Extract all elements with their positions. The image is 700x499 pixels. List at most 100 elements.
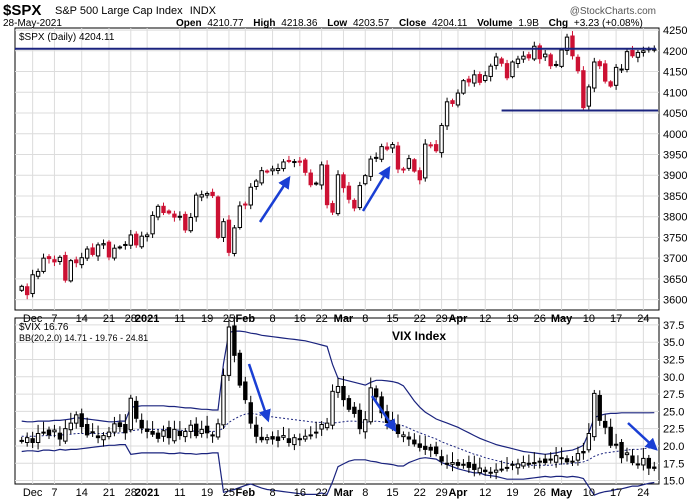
- price-candle: [79, 257, 84, 266]
- vix-candle: [166, 427, 172, 439]
- price-candle: [363, 175, 368, 185]
- price-candle: [123, 243, 128, 246]
- price-candle: [548, 54, 553, 67]
- vix-candle: [330, 390, 335, 426]
- vix-candle: [488, 471, 493, 474]
- price-candle: [553, 63, 559, 66]
- price-candle: [41, 257, 46, 272]
- vix-candle: [259, 436, 264, 441]
- price-candle: [521, 55, 526, 60]
- price-candle: [166, 210, 172, 214]
- vix-tick-label: 25.0: [663, 406, 684, 418]
- price-tick-label: 4100: [663, 87, 687, 99]
- vix-candle: [335, 385, 341, 393]
- vix-x-tick-label: 14: [76, 487, 88, 499]
- price-candle: [281, 161, 286, 170]
- vix-candle: [417, 443, 422, 448]
- price-candle: [575, 56, 581, 72]
- vix-x-tick-label: 8: [270, 487, 276, 499]
- price-candle: [308, 172, 313, 186]
- price-candle: [439, 124, 444, 154]
- price-candle: [493, 56, 499, 66]
- low-label: Low: [327, 18, 347, 29]
- chg-label: Chg: [549, 18, 568, 29]
- vix-candle: [19, 439, 24, 442]
- price-candle: [641, 50, 646, 53]
- price-candle: [461, 80, 466, 94]
- vix-x-tick-label: 11: [174, 487, 185, 499]
- price-candle: [423, 143, 428, 179]
- price-candle: [488, 65, 493, 77]
- vix-candle: [210, 434, 215, 437]
- vix-x-tick-label: May: [551, 487, 573, 499]
- vix-candle: [564, 458, 570, 463]
- vix-candle: [379, 396, 384, 414]
- vix-x-tick-label: 17: [610, 487, 622, 499]
- vix-x-tick-label: 10: [583, 487, 595, 499]
- vix-candle: [521, 462, 526, 467]
- price-candle: [19, 285, 24, 291]
- vix-candle: [303, 435, 308, 440]
- vix-x-tick-label: 7: [51, 487, 57, 499]
- vix-candle: [243, 381, 248, 401]
- price-candle: [303, 159, 308, 173]
- price-candle: [379, 146, 384, 160]
- price-candle: [472, 74, 477, 84]
- vix-candle: [215, 423, 221, 438]
- price-candle: [259, 170, 264, 184]
- price-candle: [597, 61, 602, 67]
- price-x-tick-label: 10: [583, 313, 595, 325]
- vix-candle: [499, 468, 504, 471]
- vix-candle: [161, 430, 166, 437]
- price-x-tick-label: 7: [51, 313, 57, 325]
- price-tick-label: 3600: [663, 295, 687, 307]
- price-candle: [417, 170, 422, 181]
- vix-candle: [204, 425, 210, 434]
- price-candle: [35, 270, 41, 277]
- vix-candle: [281, 435, 286, 438]
- vix-candle: [57, 432, 63, 440]
- volume-value: 1.9B: [518, 18, 539, 29]
- vix-candle: [401, 434, 406, 438]
- price-x-tick-label: Mar: [334, 313, 354, 325]
- vix-candle: [286, 438, 292, 443]
- vix-candle: [368, 387, 373, 423]
- price-candle: [101, 243, 106, 246]
- vix-candle: [52, 429, 57, 433]
- price-tick-label: 4250: [663, 25, 687, 37]
- vix-candle: [144, 428, 150, 432]
- price-candle: [188, 217, 193, 232]
- price-candle: [177, 215, 183, 218]
- vix-candle: [226, 326, 232, 376]
- price-x-tick-label: 17: [610, 313, 622, 325]
- vix-x-tick-label: 16: [294, 487, 306, 499]
- price-tick-label: 3850: [663, 191, 687, 203]
- price-candle: [199, 194, 204, 198]
- price-candle: [483, 75, 488, 81]
- vix-candle: [510, 463, 515, 466]
- price-candle: [373, 156, 379, 159]
- header-exchange: INDX: [190, 5, 217, 17]
- price-x-tick-label: May: [551, 313, 573, 325]
- price-candle: [286, 159, 292, 162]
- vix-x-tick-label: Apr: [448, 487, 468, 499]
- bb-legend: BB(20,2.0) 14.71 - 19.76 - 24.81: [19, 333, 148, 343]
- price-candle: [504, 63, 510, 79]
- price-candle: [292, 161, 297, 164]
- vix-x-tick-label: Mar: [334, 487, 354, 499]
- vix-x-tick-label: 8: [362, 487, 368, 499]
- open-label: Open: [176, 18, 202, 29]
- price-candle: [232, 227, 237, 254]
- vix-candle: [41, 431, 46, 434]
- vix-candle: [308, 434, 313, 437]
- price-candle: [52, 259, 57, 263]
- price-candle: [172, 213, 177, 218]
- price-tick-label: 3700: [663, 253, 687, 265]
- vix-candle: [352, 406, 357, 414]
- vix-candle: [297, 438, 303, 441]
- price-candle: [324, 164, 330, 206]
- price-candle: [117, 246, 123, 249]
- price-candle: [68, 260, 73, 282]
- price-candle: [128, 234, 133, 246]
